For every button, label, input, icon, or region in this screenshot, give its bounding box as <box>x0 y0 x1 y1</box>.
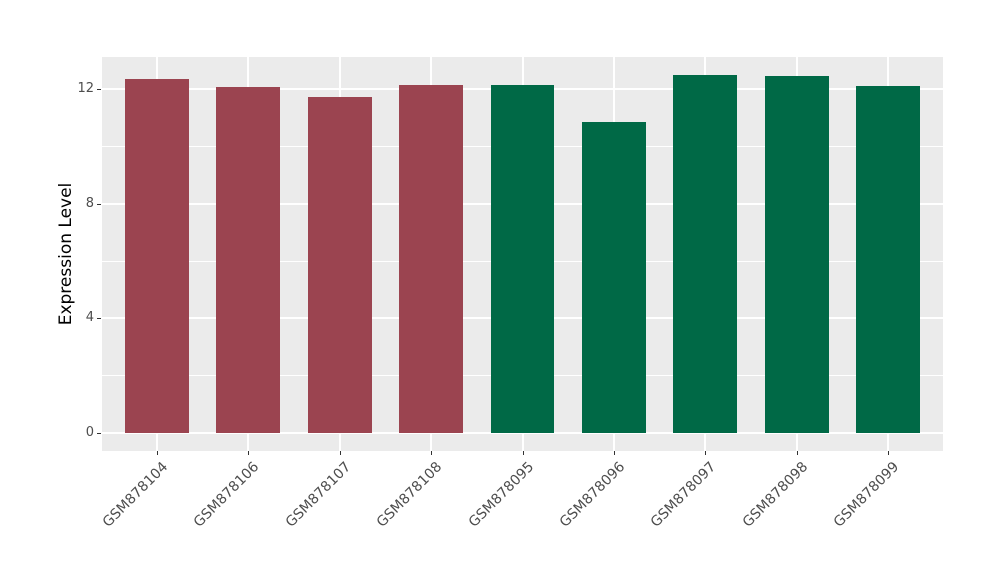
x-tick-mark <box>339 451 341 455</box>
bar-GSM878107 <box>307 97 372 434</box>
bar-GSM878108 <box>399 85 464 434</box>
bar-GSM878104 <box>124 79 189 434</box>
y-tick-label: 0 <box>85 425 94 441</box>
bar-GSM878099 <box>856 85 921 434</box>
x-tick-mark <box>705 451 707 455</box>
y-tick-mark <box>97 88 101 90</box>
x-tick-mark <box>248 451 250 455</box>
bar-GSM878096 <box>581 122 646 434</box>
x-tick-mark <box>796 451 798 455</box>
bar-GSM878095 <box>490 84 555 434</box>
y-axis-title: Expression Level <box>56 182 76 326</box>
x-tick-mark <box>522 451 524 455</box>
x-tick-mark <box>613 451 615 455</box>
x-tick-mark <box>888 451 890 455</box>
y-tick-mark <box>97 318 101 320</box>
y-tick-mark <box>97 433 101 435</box>
y-tick-label: 4 <box>85 310 94 326</box>
bar-GSM878097 <box>673 75 738 434</box>
y-tick-label: 8 <box>85 195 94 211</box>
bar-GSM878098 <box>764 76 829 434</box>
bar-GSM878106 <box>216 86 281 434</box>
x-tick-mark <box>431 451 433 455</box>
y-tick-label: 12 <box>77 80 94 96</box>
plot-panel <box>102 57 943 451</box>
y-tick-mark <box>97 203 101 205</box>
x-tick-mark <box>156 451 158 455</box>
